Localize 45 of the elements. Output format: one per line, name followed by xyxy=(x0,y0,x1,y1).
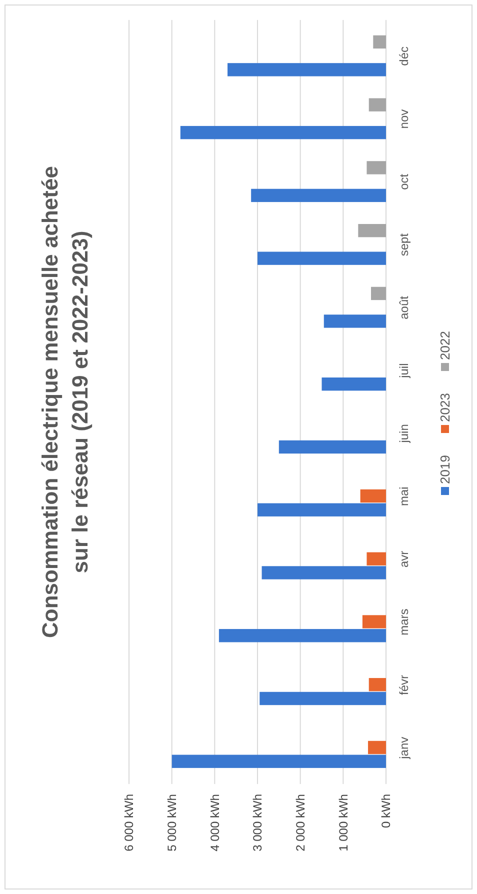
bar xyxy=(368,98,386,112)
bar xyxy=(360,489,386,503)
bar xyxy=(373,35,386,49)
y-tick-label: janv xyxy=(397,736,412,760)
x-tick-label: 4 000 kWh xyxy=(208,794,222,852)
bar xyxy=(228,63,386,76)
x-tick-label: 2 000 kWh xyxy=(294,794,308,852)
y-tick-label: mai xyxy=(397,486,412,506)
text: Consommation électrique mensuelle achetée sur le réseau (2019 et 2022-2023) xyxy=(38,166,93,638)
y-tick-label: déc xyxy=(397,46,412,66)
x-tick-label: 6 000 kWh xyxy=(122,794,136,852)
bar xyxy=(258,503,386,516)
x-tick-label: 3 000 kWh xyxy=(250,794,265,852)
text: 2022 xyxy=(438,331,453,360)
bar xyxy=(358,224,386,238)
text: 2023 xyxy=(438,393,453,422)
bar xyxy=(368,678,386,692)
x-tick-label: 0 kWh xyxy=(379,794,394,828)
bar xyxy=(262,566,386,580)
bar xyxy=(362,615,386,628)
y-tick-label: mars xyxy=(397,608,412,636)
bar xyxy=(366,552,386,566)
x-tick-label: 1 000 kWh xyxy=(336,794,350,852)
bar xyxy=(368,740,386,754)
y-tick-label: août xyxy=(397,295,412,320)
bar xyxy=(324,314,386,328)
bar xyxy=(251,188,386,202)
bar xyxy=(180,126,386,140)
y-tick-label: févr xyxy=(397,674,412,695)
y-tick-label: nov xyxy=(397,109,412,129)
bar xyxy=(322,377,386,391)
bar xyxy=(371,286,386,300)
y-tick-label: avr xyxy=(397,550,412,568)
y-tick-label: juil xyxy=(397,363,412,379)
bar xyxy=(218,629,386,642)
bar xyxy=(278,440,386,454)
y-tick-label: juin xyxy=(397,424,412,444)
y-tick-label: oct xyxy=(397,173,412,190)
bar xyxy=(172,754,386,768)
y-tick-label: sept xyxy=(397,232,412,256)
bar xyxy=(366,161,386,174)
x-tick-label: 5 000 kWh xyxy=(165,794,180,852)
bar xyxy=(260,692,386,706)
bar xyxy=(258,252,386,265)
text: 2019 xyxy=(438,455,453,484)
